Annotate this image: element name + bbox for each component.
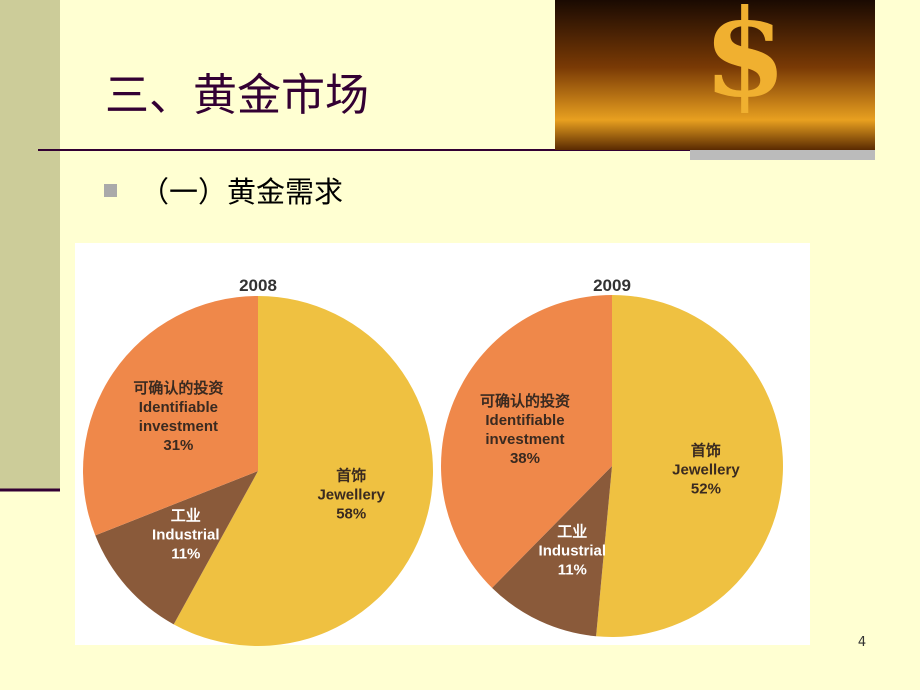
slice-name: Identifiable investment — [485, 412, 565, 449]
pie-title: 2008 — [239, 276, 277, 295]
pie-slice — [83, 296, 259, 536]
slice-name-zh: 首饰 — [690, 442, 721, 460]
slice-label: 可确认的投资 Identifiable investment 38% — [465, 392, 585, 468]
slice-name: Identifiable investment — [138, 398, 218, 435]
slice-value: 31% — [163, 436, 194, 454]
header-image — [555, 0, 875, 150]
pie-slice — [492, 466, 612, 637]
slice-label: 可确认的投资 Identifiable investment 31% — [118, 379, 238, 455]
bullet-text: （一）黄金需求 — [140, 175, 343, 209]
slice-value: 11% — [171, 545, 201, 563]
slice-name-zh: 工业 — [557, 523, 588, 541]
slice-name-zh: 首饰 — [336, 467, 367, 485]
slice-name-zh: 可确认的投资 — [479, 393, 570, 411]
dollar-sign: $ — [703, 0, 787, 124]
slice-value: 38% — [509, 450, 540, 468]
slice-label: 工业 Industrial 11% — [126, 506, 246, 563]
slice-label: 工业 Industrial 11% — [512, 523, 632, 580]
slice-name: Jewellery — [317, 486, 385, 504]
slice-label: 首饰 Jewellery 58% — [291, 466, 411, 523]
bullet-icon — [104, 184, 117, 197]
slice-name-zh: 可确认的投资 — [133, 379, 224, 397]
side-band — [0, 0, 60, 490]
slice-name: Industrial — [152, 526, 220, 544]
slice-value: 52% — [690, 480, 721, 498]
page-number: 4 — [858, 635, 866, 650]
pie-slice — [95, 471, 258, 625]
slide-title: 三、黄金市场 — [105, 70, 369, 121]
slice-label: 首饰 Jewellery 52% — [646, 442, 766, 499]
pie-slice — [173, 296, 433, 646]
pie-slice — [440, 295, 612, 588]
image-shadow — [690, 150, 875, 160]
slice-value: 11% — [557, 561, 587, 579]
slice-name-zh: 工业 — [170, 507, 201, 525]
pie-title: 2009 — [593, 276, 631, 295]
pie-slice — [596, 295, 783, 637]
slice-value: 58% — [336, 505, 367, 523]
slice-name: Industrial — [538, 542, 607, 560]
slice-name: Jewellery — [672, 461, 740, 479]
